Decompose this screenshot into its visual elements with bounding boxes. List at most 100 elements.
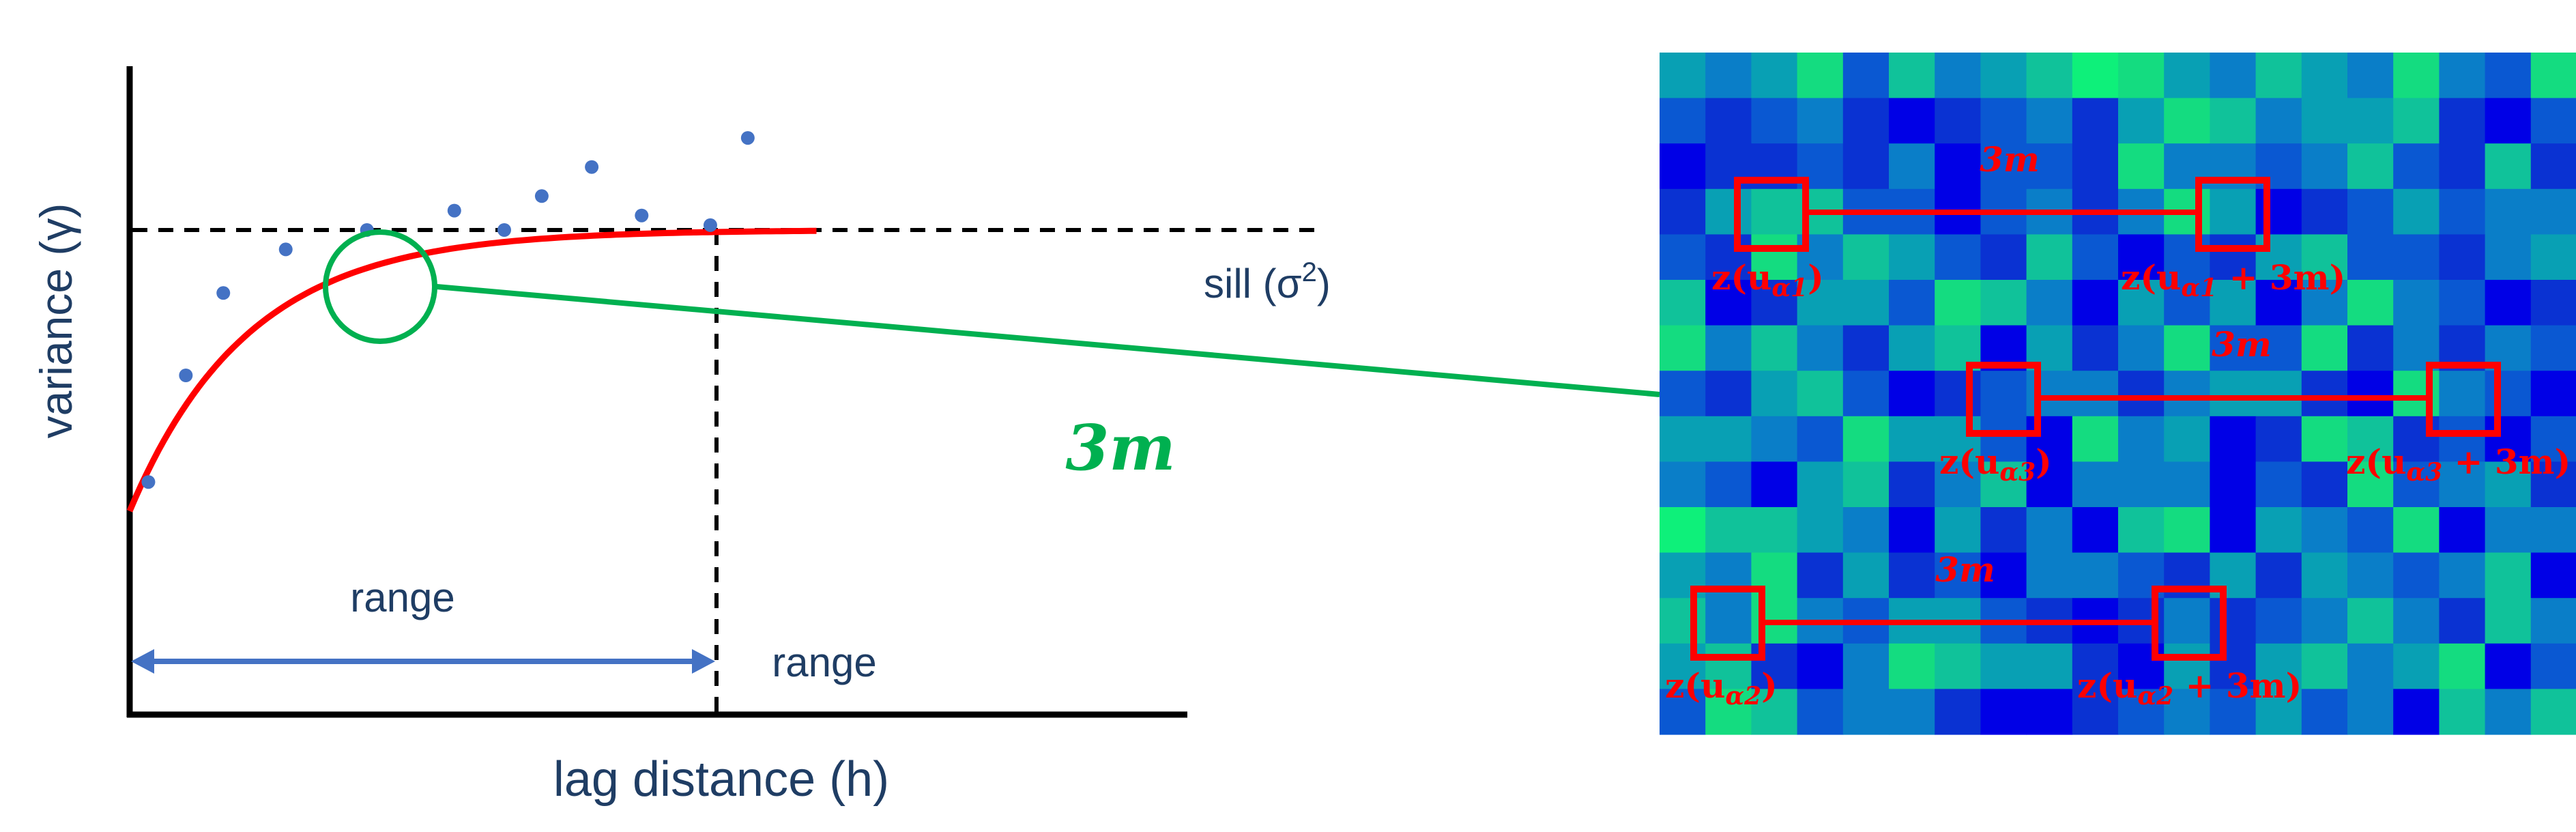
grid-cell: [2485, 53, 2532, 99]
grid-cell: [1980, 507, 2027, 554]
experimental-point-7: [497, 223, 511, 237]
grid-cell: [2530, 325, 2576, 371]
grid-cell: [2026, 53, 2073, 99]
grid-cell: [2164, 371, 2210, 417]
grid-cell: [2530, 507, 2576, 554]
grid-cell: [2485, 98, 2532, 144]
grid-cell: [2347, 507, 2394, 554]
grid-cell: [2393, 598, 2440, 644]
grid-cell: [2301, 98, 2348, 144]
range-label-arrow: range: [350, 575, 454, 620]
grid-cell: [2118, 98, 2165, 144]
grid-cell: [2530, 461, 2576, 508]
grid-cell: [2026, 98, 2073, 144]
tail-label-alpha1: z(uα1): [1711, 257, 1824, 302]
grid-cell: [1705, 280, 1752, 326]
grid-cell: [1660, 598, 1706, 644]
grid-cell: [2439, 461, 2486, 508]
grid-cell: [2485, 234, 2532, 281]
grid-cell: [2118, 53, 2165, 99]
grid-cell: [1889, 371, 1935, 417]
tail-label-alpha3: z(uα3): [1939, 442, 2052, 487]
grid-cell: [1935, 234, 1981, 281]
grid-cell: [2347, 643, 2394, 689]
grid-cell: [2026, 280, 2073, 326]
grid-cell: [2530, 643, 2576, 689]
grid-cell: [1660, 143, 1706, 190]
experimental-points: [141, 131, 755, 489]
grid-cell: [1705, 689, 1752, 735]
grid-cell: [2439, 188, 2486, 235]
grid-cell: [1705, 371, 1752, 417]
experimental-point-10: [635, 208, 649, 223]
grid-cell: [2347, 689, 2394, 735]
grid-cell: [2072, 53, 2119, 99]
grid-cell: [1980, 371, 2027, 417]
variogram-chart: variance (γ) lag distance (h) sill (σ2) …: [31, 66, 1660, 807]
grid-cell: [1935, 53, 1981, 99]
grid-cell: [1935, 643, 1981, 689]
head-label-alpha3: z(uα3 + 3m): [2346, 442, 2571, 487]
grid-cell: [1980, 234, 2027, 281]
grid-cell: [2439, 643, 2486, 689]
grid-cell: [2530, 598, 2576, 644]
grid-cell: [2301, 371, 2348, 417]
grid-cell: [1705, 98, 1752, 144]
grid-cell: [2393, 188, 2440, 235]
grid-cell: [2072, 643, 2119, 689]
grid-cell: [2164, 53, 2210, 99]
highlight-lag-circle: [323, 229, 437, 344]
grid-cell: [1889, 643, 1935, 689]
grid-cell: [1660, 234, 1706, 281]
grid-cell: [2439, 98, 2486, 144]
grid-cell: [2255, 689, 2302, 735]
grid-cell: [1751, 98, 1798, 144]
model-variogram-curve: [126, 227, 817, 513]
grid-cell: [2301, 598, 2348, 644]
grid-cell: [1797, 643, 1844, 689]
grid-cell: [2530, 98, 2576, 144]
grid-cell: [1660, 371, 1706, 417]
pair-alpha3: 3m z(uα3) z(uα3 + 3m): [1939, 324, 2571, 487]
grid-cell: [1797, 371, 1844, 417]
grid-cell: [2255, 552, 2302, 599]
distance-label-alpha1: 3m: [1980, 139, 2040, 180]
grid-cell: [2026, 234, 2073, 281]
grid-cell: [2301, 280, 2348, 326]
grid-cell: [2439, 53, 2486, 99]
grid-cell: [2439, 234, 2486, 281]
grid-cell: [2301, 643, 2348, 689]
grid-cell: [2210, 643, 2257, 689]
grid-cell: [2347, 234, 2394, 281]
grid-cell: [2164, 280, 2210, 326]
grid-cell: [2255, 188, 2302, 235]
grid-cell: [1705, 461, 1752, 508]
grid-cell: [2530, 552, 2576, 599]
grid-cell: [1705, 325, 1752, 371]
grid-cell: [2301, 188, 2348, 235]
zoom-connector-line: [436, 284, 1660, 397]
grid-cell: [1751, 689, 1798, 735]
grid-cell: [2301, 416, 2348, 462]
grid-cell: [1935, 507, 1981, 554]
experimental-point-3: [216, 286, 231, 300]
grid-cell: [2301, 53, 2348, 99]
grid-cell: [1751, 371, 1798, 417]
grid-cell: [2393, 507, 2440, 554]
grid-cell: [1660, 280, 1706, 326]
grid-cell: [2301, 234, 2348, 281]
grid-cell: [2347, 280, 2394, 326]
range-arrow-head-left: [131, 649, 154, 674]
grid-cell: [2530, 188, 2576, 235]
grid-cell: [2210, 234, 2257, 281]
grid-cell: [1660, 461, 1706, 508]
grid-cell: [1797, 98, 1844, 144]
grid-cell: [2255, 280, 2302, 326]
grid-cell: [1797, 325, 1844, 371]
grid-cell: [2439, 689, 2486, 735]
grid-cell: [2164, 234, 2210, 281]
grid-cell: [1889, 461, 1935, 508]
grid-cell: [1842, 371, 1890, 417]
grid-cell: [2072, 371, 2119, 417]
distance-label-alpha3: 3m: [2212, 324, 2272, 364]
